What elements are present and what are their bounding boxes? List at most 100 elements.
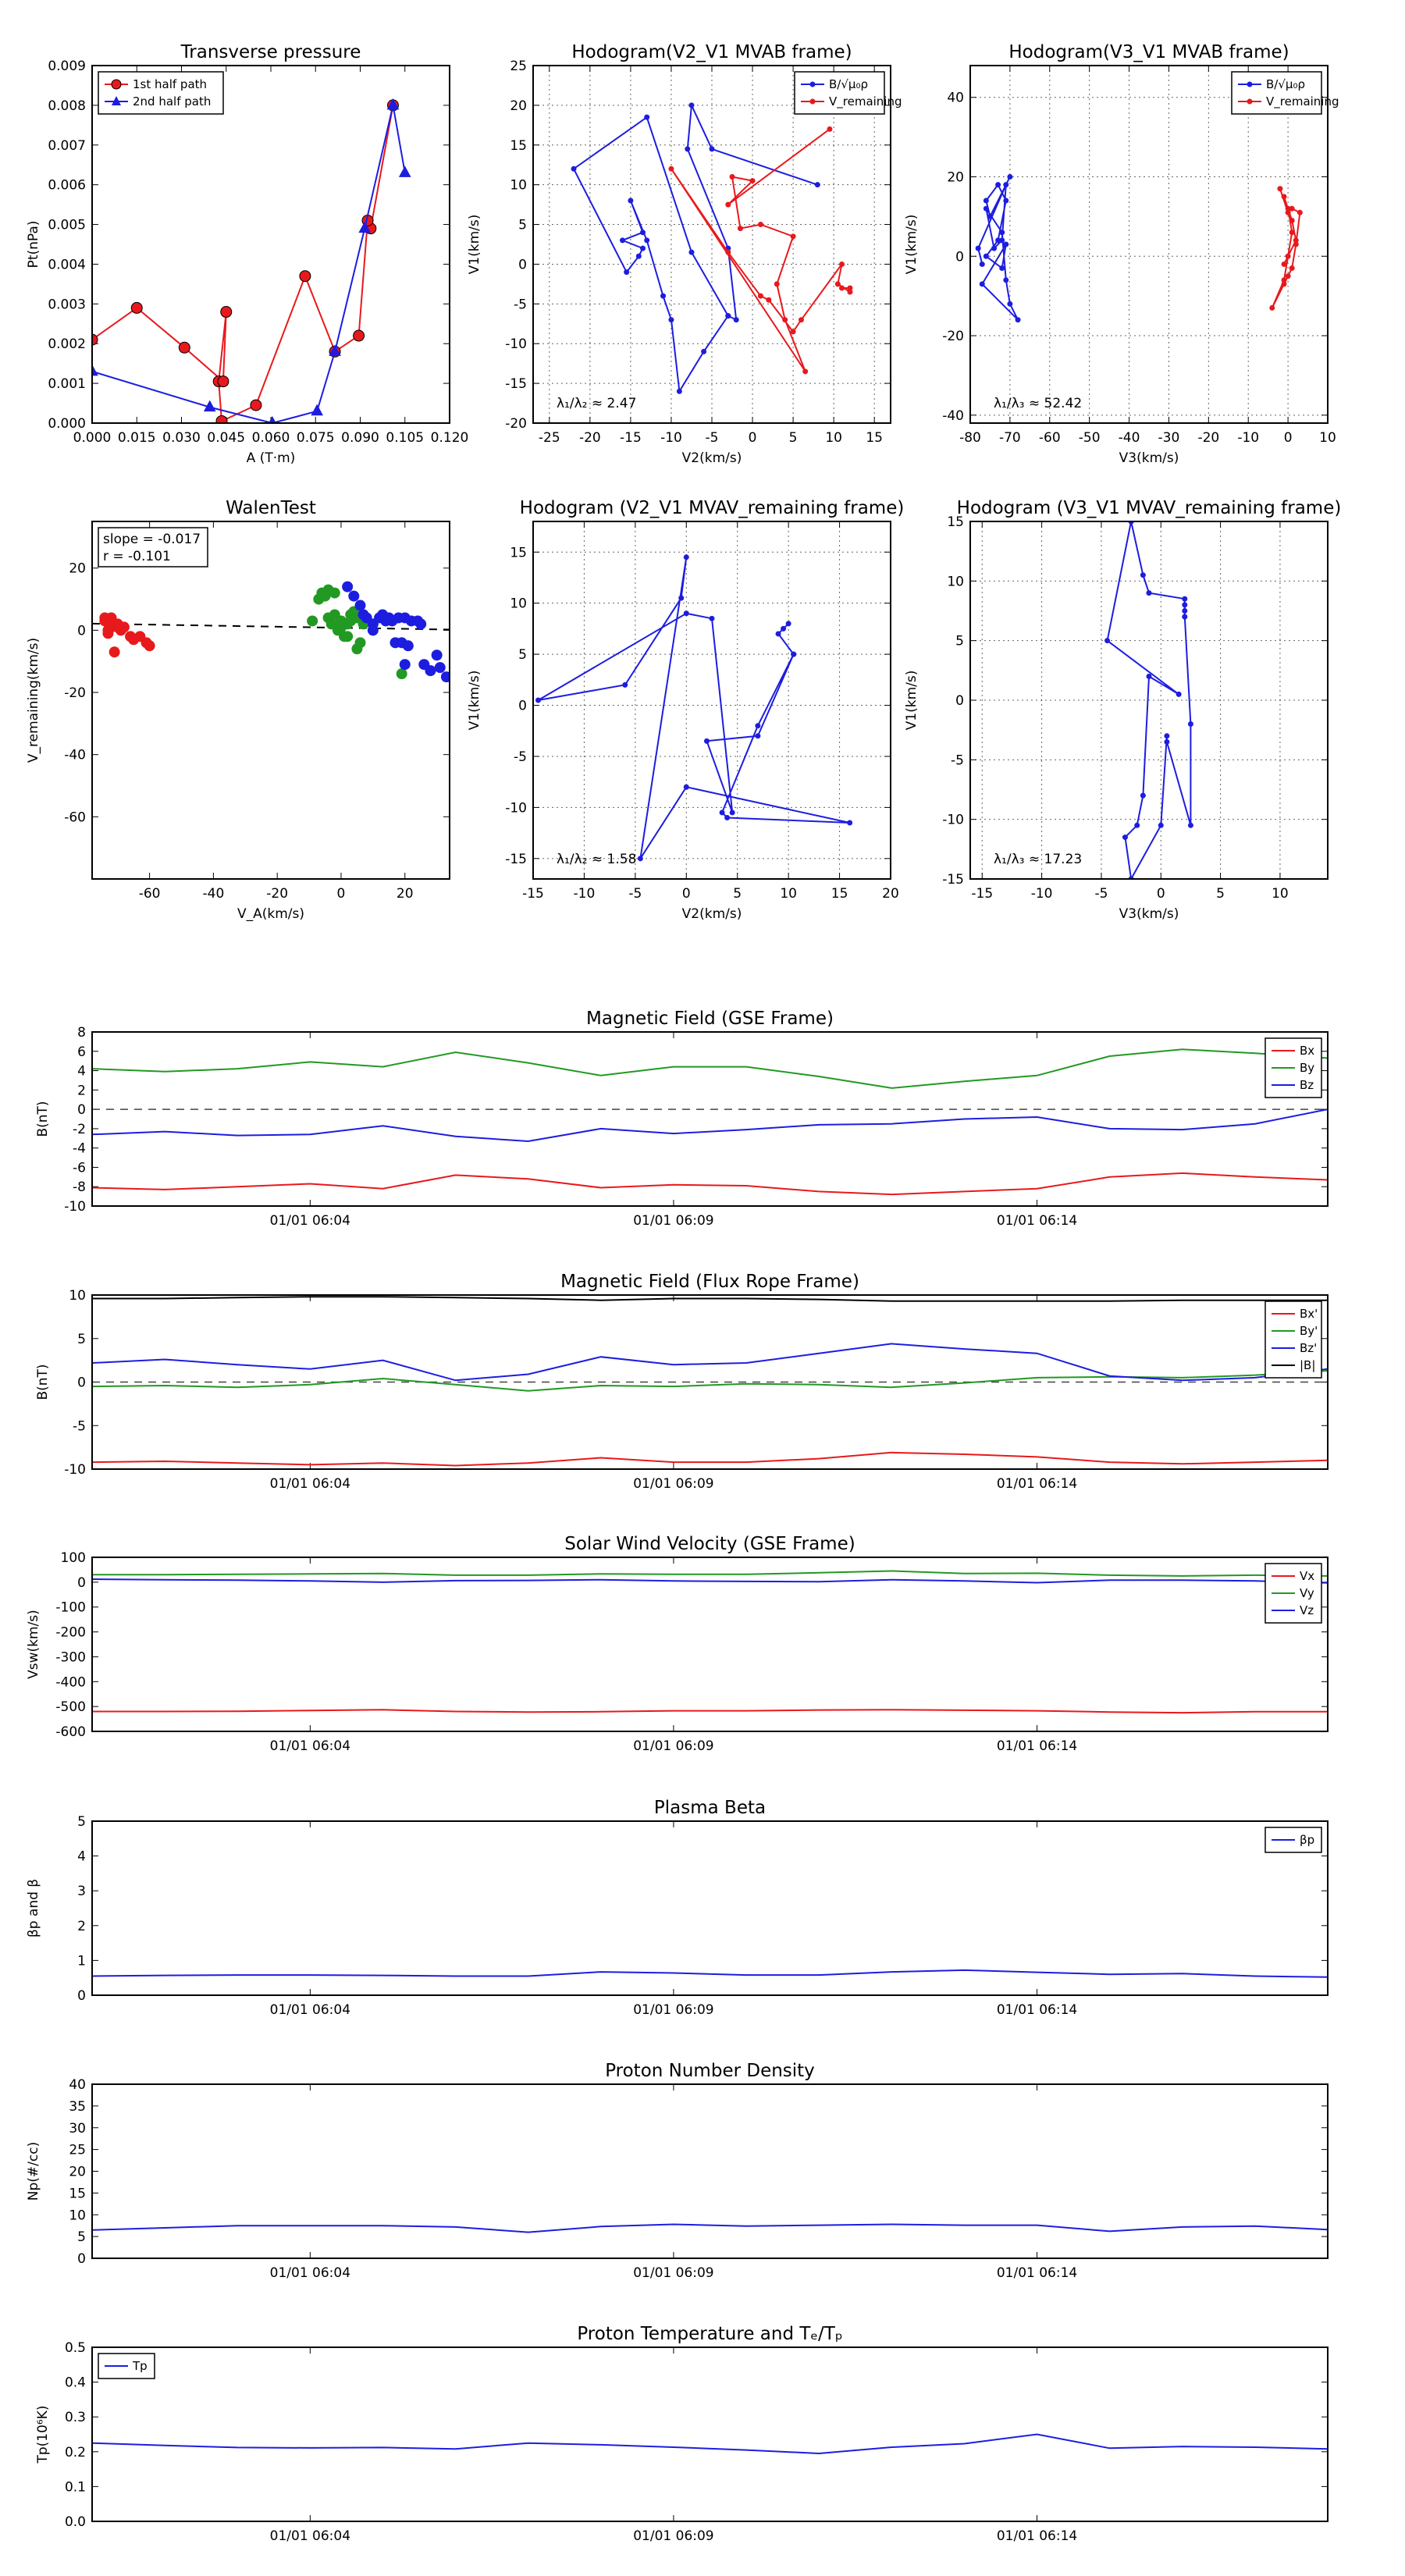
data-point xyxy=(92,364,98,376)
plot-frame xyxy=(532,521,891,880)
y-tick-label: -40 xyxy=(942,408,964,424)
legend-label: Vz xyxy=(1300,1603,1314,1617)
y-tick-label: 10 xyxy=(69,1288,86,1304)
data-point xyxy=(983,253,989,259)
x-tick-label: 0.090 xyxy=(341,430,379,446)
y-axis-label: V1(km/s) xyxy=(904,215,919,275)
series-line-Bz xyxy=(92,1108,1328,1143)
data-point xyxy=(144,640,155,652)
y-tick-label: 5 xyxy=(955,634,964,649)
data-point xyxy=(215,415,228,423)
data-point xyxy=(660,293,667,299)
data-point xyxy=(979,261,985,267)
x-axis-label: V3(km/s) xyxy=(1119,450,1179,466)
x-tick-label: 01/01 06:04 xyxy=(270,1738,350,1754)
y-tick-label: 15 xyxy=(510,545,527,560)
x-tick-label: 0.045 xyxy=(207,430,245,446)
y-tick-label: -5 xyxy=(514,297,527,312)
data-point xyxy=(688,249,695,255)
chart-tpt: Proton Temperature and Tₑ/Tₚ 01/01 06:04 0… xyxy=(35,2324,1329,2544)
data-point xyxy=(782,317,788,323)
data-point xyxy=(1289,205,1295,212)
chart-h3: Hodogram (V2_V1 MVAV_remaining frame) -15… xyxy=(467,498,904,922)
data-point xyxy=(342,581,354,592)
data-point xyxy=(348,590,360,602)
data-point xyxy=(329,344,341,356)
data-point xyxy=(386,98,400,110)
data-point xyxy=(1297,209,1303,215)
data-point xyxy=(396,668,407,680)
x-tick-label: 01/01 06:14 xyxy=(997,2265,1077,2281)
x-tick-label: 5 xyxy=(733,886,742,902)
data-point xyxy=(999,265,1005,272)
x-axis-label: V2(km/s) xyxy=(682,906,742,922)
data-point xyxy=(640,229,646,236)
data-point xyxy=(342,631,354,642)
series-line-Vz xyxy=(92,1578,1328,1584)
y-tick-label: 0.2 xyxy=(65,2445,86,2460)
data-point xyxy=(1289,265,1295,272)
plot-area xyxy=(1104,521,1193,879)
y-tick-label: 30 xyxy=(69,2121,86,2137)
y-tick-label: 5 xyxy=(518,647,527,663)
y-tick-label: 4 xyxy=(77,1849,86,1865)
data-point xyxy=(799,317,804,323)
plot-frame xyxy=(969,521,1329,880)
legend-label: B/√μ₀ρ xyxy=(1266,77,1305,91)
y-tick-label: -5 xyxy=(951,753,964,768)
data-point xyxy=(1176,691,1182,697)
data-point xyxy=(1003,241,1009,247)
y-axis-label: Vsw(km/s) xyxy=(26,1610,41,1679)
chart-title: Hodogram(V2_V1 MVAB frame) xyxy=(571,42,852,62)
data-point xyxy=(709,615,715,621)
y-tick-label: -5 xyxy=(73,1418,86,1434)
chart-h2: Hodogram(V3_V1 MVAB frame) -80 -70 -60 -50 -4… xyxy=(904,42,1339,466)
y-tick-label: 0 xyxy=(77,1988,86,2004)
x-tick-label: 0.015 xyxy=(118,430,156,446)
chart-mf_gse: Magnetic Field (GSE Frame) 01/01 06:04 01/… xyxy=(35,1009,1329,1229)
plot-area xyxy=(92,1570,1328,1714)
y-tick-label: -15 xyxy=(505,376,527,392)
y-tick-label: 0 xyxy=(77,623,86,639)
x-tick-label: -5 xyxy=(628,886,642,902)
data-point xyxy=(1285,253,1291,259)
data-point xyxy=(99,612,111,624)
data-point xyxy=(354,637,366,649)
legend-label: By xyxy=(1300,1061,1314,1075)
series-line-βp xyxy=(92,1969,1328,1978)
y-tick-label: 5 xyxy=(77,2229,86,2245)
plot-frame xyxy=(91,2347,1329,2522)
data-point xyxy=(790,233,796,240)
y-tick-label: 0.003 xyxy=(48,297,86,312)
data-point xyxy=(1182,608,1188,614)
x-tick-label: 15 xyxy=(831,886,848,902)
plot-frame xyxy=(91,1294,1329,1470)
data-point xyxy=(130,301,143,314)
x-axis-label: V_A(km/s) xyxy=(237,906,304,922)
data-point xyxy=(1007,173,1013,180)
data-point xyxy=(1146,673,1152,679)
x-tick-label: 01/01 06:14 xyxy=(997,2528,1077,2544)
data-point xyxy=(571,165,577,172)
x-tick-label: 0 xyxy=(337,886,346,902)
data-point xyxy=(725,313,731,319)
ratio-annotation: λ₁/λ₃ ≈ 52.42 xyxy=(994,396,1082,411)
legend-label: βp xyxy=(1300,1833,1314,1847)
x-tick-label: -20 xyxy=(1197,430,1219,446)
x-tick-label: 0.030 xyxy=(162,430,201,446)
legend-box xyxy=(98,71,224,115)
series-line-Bx' xyxy=(92,1451,1328,1467)
x-tick-label: -15 xyxy=(522,886,544,902)
y-tick-label: -400 xyxy=(55,1674,86,1690)
y-tick-label: 15 xyxy=(510,138,527,154)
legend-label: By' xyxy=(1300,1324,1318,1338)
y-tick-label: -600 xyxy=(55,1724,86,1740)
y-tick-label: 10 xyxy=(947,574,964,589)
data-point xyxy=(1281,261,1287,267)
plot-frame xyxy=(91,65,450,424)
series-line-V_remaining xyxy=(1271,188,1301,308)
x-tick-label: -60 xyxy=(139,886,161,902)
y-tick-label: 0.000 xyxy=(48,416,86,432)
x-tick-label: 0 xyxy=(1284,430,1293,446)
